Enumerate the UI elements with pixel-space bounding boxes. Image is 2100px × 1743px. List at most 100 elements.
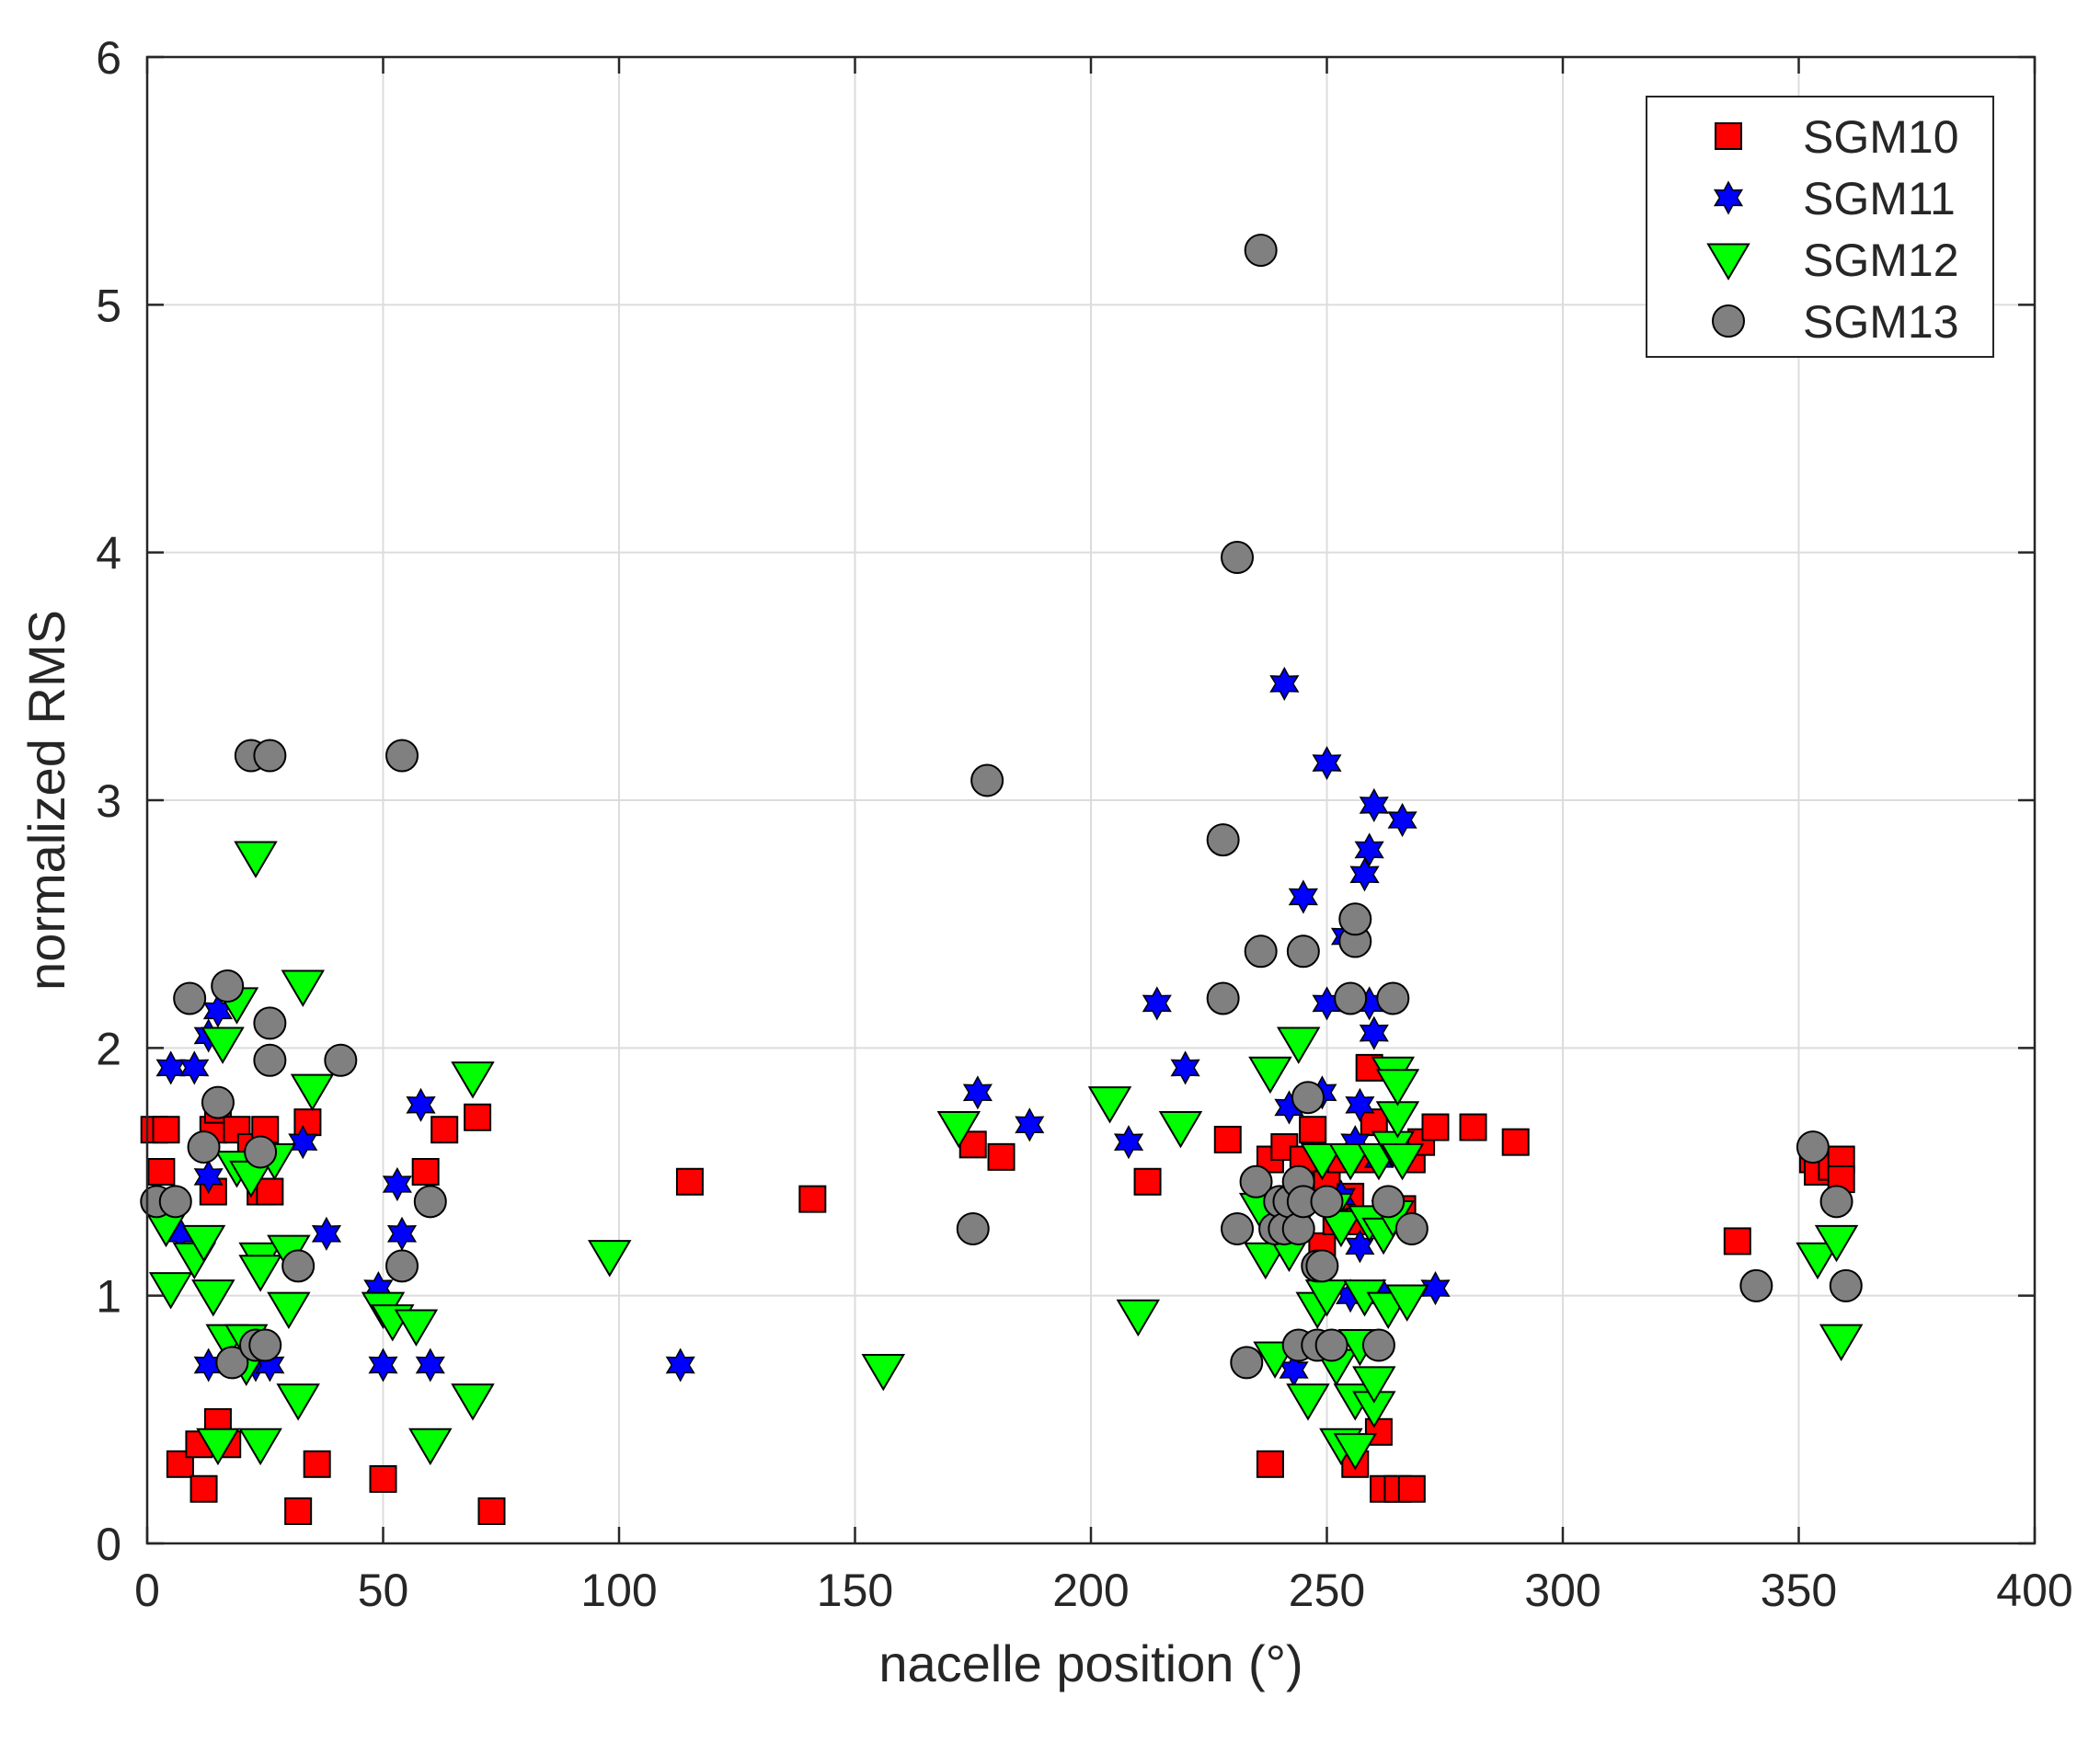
data-point <box>1384 1284 1429 1322</box>
y-tick-label: 1 <box>96 1271 121 1323</box>
data-point <box>675 1167 704 1196</box>
data-point <box>1015 1107 1045 1142</box>
data-point <box>244 1135 278 1169</box>
data-point <box>1276 1026 1321 1064</box>
y-tick-label: 2 <box>96 1023 121 1074</box>
data-point <box>211 969 245 1003</box>
data-point <box>411 1158 440 1186</box>
data-point <box>196 1428 240 1466</box>
data-point <box>191 1279 235 1317</box>
data-point <box>1113 1125 1144 1160</box>
data-point <box>1244 1242 1288 1280</box>
legend-entry-sgm12: SGM12 <box>1706 235 1959 286</box>
data-point <box>1328 1143 1372 1181</box>
series-sgm13 <box>140 234 1863 1380</box>
data-point <box>1796 1130 1830 1164</box>
data-point <box>1213 1125 1242 1153</box>
legend: SGM10 SGM11 SGM12 SGM13 <box>1646 96 1994 358</box>
data-point <box>173 981 207 1015</box>
data-point <box>288 1125 318 1160</box>
x-tick-label: 200 <box>1052 1565 1129 1616</box>
data-point <box>1361 1328 1395 1362</box>
data-point <box>1312 746 1342 781</box>
circle-marker-icon <box>1712 304 1745 338</box>
data-point <box>324 1043 358 1077</box>
data-point <box>1133 1167 1162 1196</box>
data-point <box>1221 1211 1255 1245</box>
data-point <box>1359 1015 1389 1050</box>
data-point <box>1288 879 1318 914</box>
data-point <box>413 1185 447 1219</box>
y-tick-label: 0 <box>96 1519 121 1570</box>
data-point <box>1819 1185 1853 1219</box>
data-point <box>1299 1116 1327 1144</box>
data-point <box>1352 1366 1396 1404</box>
data-point <box>158 1185 192 1219</box>
legend-entry-sgm13: SGM13 <box>1712 296 1959 348</box>
data-point <box>1796 1242 1840 1280</box>
data-point <box>238 1255 282 1292</box>
data-point <box>1269 666 1300 701</box>
data-point <box>587 1240 632 1278</box>
y-tick-label: 4 <box>96 528 121 579</box>
data-point <box>1286 935 1320 969</box>
data-point <box>665 1347 695 1382</box>
data-point <box>1158 1111 1203 1149</box>
data-point <box>234 841 278 878</box>
data-point <box>1338 902 1372 936</box>
data-point <box>1248 1056 1292 1095</box>
legend-label: SGM10 <box>1803 111 1959 163</box>
data-point <box>406 1087 436 1122</box>
data-point <box>1459 1113 1487 1141</box>
data-point <box>394 1309 439 1347</box>
legend-label: SGM11 <box>1803 173 1956 224</box>
data-point <box>276 1383 320 1421</box>
data-point <box>253 739 287 773</box>
data-point <box>201 1026 245 1064</box>
data-point <box>415 1347 445 1382</box>
data-point <box>861 1353 906 1392</box>
data-point <box>1359 787 1389 822</box>
data-point <box>1305 1249 1339 1283</box>
legend-box <box>1646 96 1994 358</box>
data-point <box>248 1328 282 1362</box>
data-point <box>290 1073 335 1111</box>
x-tick-label: 100 <box>580 1565 657 1616</box>
x-tick-label: 50 <box>358 1565 409 1616</box>
legend-items: SGM10 SGM11 SGM12 SGM13 <box>1706 111 1959 348</box>
triangle-down-marker-icon <box>1706 243 1750 281</box>
data-point <box>179 1050 210 1085</box>
data-point <box>1221 541 1255 575</box>
series-sgm10 <box>140 1053 1855 1525</box>
data-point <box>936 1111 981 1149</box>
data-point <box>1206 981 1240 1015</box>
data-point <box>1142 986 1172 1021</box>
data-point <box>1291 1081 1325 1115</box>
series-sgm11 <box>155 666 1451 1388</box>
data-point <box>293 1108 322 1137</box>
series-sgm12 <box>143 841 1864 1471</box>
data-point <box>1230 1346 1264 1380</box>
data-point <box>267 1291 311 1330</box>
data-point <box>451 1383 495 1421</box>
data-point <box>970 763 1004 797</box>
data-point <box>1501 1128 1530 1156</box>
data-point <box>166 1450 194 1478</box>
data-point <box>464 1103 492 1131</box>
y-tick-label: 6 <box>96 32 121 84</box>
data-point <box>1829 1268 1863 1302</box>
data-point <box>1723 1227 1751 1256</box>
data-point <box>281 969 326 1007</box>
data-point <box>1087 1086 1132 1124</box>
y-tick-label: 3 <box>96 775 121 827</box>
x-tick-label: 350 <box>1761 1565 1837 1616</box>
data-point <box>187 1130 221 1164</box>
data-point <box>1170 1050 1200 1085</box>
data-point <box>284 1496 313 1525</box>
data-point <box>256 1177 284 1206</box>
data-point <box>1376 981 1410 1015</box>
x-axis-title: nacelle position (°) <box>878 1634 1302 1692</box>
data-point <box>281 1249 316 1283</box>
